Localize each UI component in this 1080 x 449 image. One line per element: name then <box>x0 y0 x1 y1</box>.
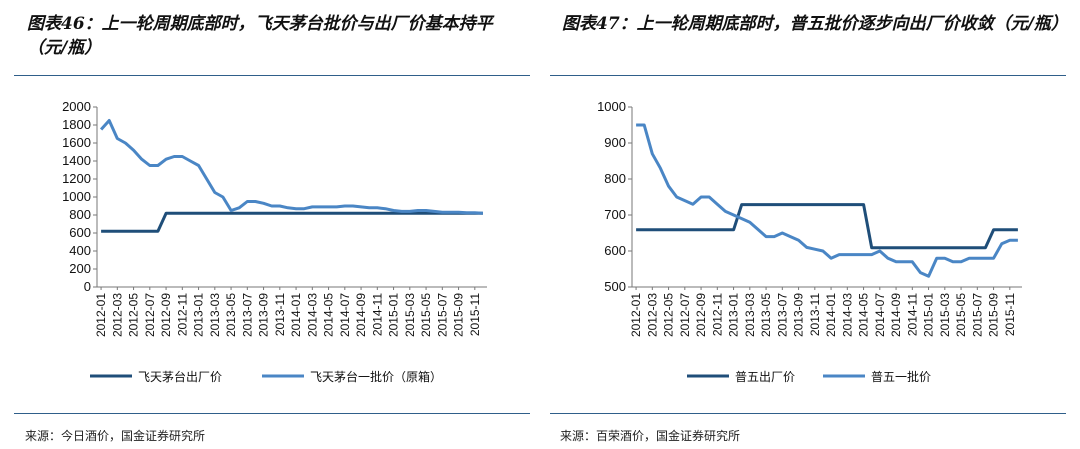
x-tick-label: 2014-05 <box>857 293 871 337</box>
chart-panel-right: 图表47：上一轮周期底部时，普五批价逐步向出厂价收敛（元/瓶） 500 600 70… <box>550 0 1080 449</box>
x-tick-label: 2013-05 <box>759 293 773 337</box>
legend-label: 普五一批价 <box>871 369 931 384</box>
x-tick-label: 2012-11 <box>710 293 724 336</box>
x-tick-label: 2013-03 <box>208 293 222 337</box>
x-tick-label: 2013-11 <box>273 293 287 336</box>
y-tick-label: 2000 <box>62 99 91 114</box>
x-tick-label: 2012-09 <box>159 293 173 337</box>
x-tick-label: 2012-03 <box>110 293 124 337</box>
x-tick-label: 2012-11 <box>175 293 189 336</box>
legend-label: 普五出厂价 <box>735 370 795 384</box>
y-tick-label: 200 <box>69 261 91 276</box>
x-tick-label: 2015-03 <box>938 293 952 337</box>
x-tick-label: 2015-11 <box>468 293 482 336</box>
series-line-factory-price <box>101 211 483 233</box>
y-tick-label: 800 <box>69 207 91 222</box>
y-tick-label: 1400 <box>62 153 91 168</box>
title-rule <box>14 75 530 76</box>
x-tick-label: 2012-07 <box>678 293 692 337</box>
chart-title: 图表46：上一轮周期底部时，飞天茅台批价与出厂价基本持平（元/瓶） <box>27 14 493 58</box>
chart-title: 图表47：上一轮周期底部时，普五批价逐步向出厂价收敛（元/瓶） <box>562 14 1068 34</box>
series-line-factory-price <box>636 203 1018 250</box>
x-tick-label: 2013-07 <box>775 293 789 337</box>
x-tick-label: 2013-05 <box>224 293 238 337</box>
x-tick-label: 2015-03 <box>403 293 417 337</box>
x-tick-label: 2014-09 <box>889 293 903 337</box>
chart-svg-right: 500 600 700 800 900 1000 2012-01 2012-03 2012-05… <box>597 99 1022 384</box>
x-tick-label: 2014-01 <box>289 293 303 337</box>
x-tick-label: 2015-11 <box>1003 293 1017 336</box>
y-tick-label: 400 <box>69 243 91 258</box>
x-tick-label: 2015-05 <box>954 293 968 337</box>
y-tick-label: 1000 <box>62 189 91 204</box>
x-tick-label: 2013-03 <box>743 293 757 337</box>
y-tick-label: 1200 <box>62 171 91 186</box>
x-tick-label: 2015-01 <box>922 293 936 337</box>
x-tick-label: 2013-09 <box>792 293 806 337</box>
x-tick-label: 2014-11 <box>905 293 919 336</box>
x-tick-label: 2015-01 <box>387 293 401 337</box>
source-rule <box>550 413 1066 414</box>
y-tick-label: 0 <box>84 279 91 294</box>
x-tick-label: 2012-09 <box>694 293 708 337</box>
x-tick-label: 2013-01 <box>192 293 206 337</box>
x-tick-label: 2014-05 <box>322 293 336 337</box>
x-tick-label: 2015-07 <box>435 293 449 337</box>
legend-label: 飞天茅台一批价（原箱） <box>310 369 442 384</box>
x-tick-label: 2013-07 <box>240 293 254 337</box>
y-tick-label: 700 <box>604 207 626 222</box>
y-tick-label: 500 <box>604 279 626 294</box>
x-tick-label: 2014-07 <box>873 293 887 337</box>
x-tick-label: 2014-03 <box>305 293 319 337</box>
chart-svg-left: 0 200 400 600 800 1000 1200 1400 1600 1800 2000 201… <box>62 99 487 384</box>
y-tick-label: 1600 <box>62 135 91 150</box>
x-tick-label: 2014-09 <box>354 293 368 337</box>
x-tick-label: 2012-03 <box>645 293 659 337</box>
chart-source: 来源：今日酒价，国金证券研究所 <box>25 429 206 443</box>
x-tick-label: 2015-07 <box>970 293 984 337</box>
x-tick-label: 2012-01 <box>629 293 643 337</box>
title-rule <box>550 75 1066 76</box>
y-tick-label: 600 <box>604 243 626 258</box>
x-tick-label: 2014-07 <box>338 293 352 337</box>
y-tick-label: 1800 <box>62 117 91 132</box>
x-tick-label: 2014-03 <box>840 293 854 337</box>
y-tick-label: 1000 <box>597 99 626 114</box>
y-tick-label: 900 <box>604 135 626 150</box>
chart-source: 来源：百荣酒价，国金证券研究所 <box>560 429 741 443</box>
y-tick-label: 600 <box>69 225 91 240</box>
x-tick-label: 2013-01 <box>727 293 741 337</box>
x-tick-label: 2012-05 <box>127 293 141 337</box>
chart-panel-left: 图表46：上一轮周期底部时，飞天茅台批价与出厂价基本持平（元/瓶） 0 200 40… <box>0 0 530 449</box>
x-tick-label: 2014-01 <box>824 293 838 337</box>
x-tick-label: 2012-07 <box>143 293 157 337</box>
series-line-wholesale-price <box>99 119 483 215</box>
x-tick-label: 2015-05 <box>419 293 433 337</box>
y-tick-label: 800 <box>604 171 626 186</box>
x-tick-label: 2015-09 <box>452 293 466 337</box>
x-tick-label: 2015-09 <box>987 293 1001 337</box>
legend-label: 飞天茅台出厂价 <box>138 369 222 384</box>
series-line-wholesale-price <box>636 123 1018 278</box>
x-tick-label: 2013-11 <box>808 293 822 336</box>
x-tick-label: 2013-09 <box>257 293 271 337</box>
x-tick-label: 2012-05 <box>662 293 676 337</box>
x-tick-label: 2012-01 <box>94 293 108 337</box>
source-rule <box>14 413 530 414</box>
x-tick-label: 2014-11 <box>370 293 384 336</box>
